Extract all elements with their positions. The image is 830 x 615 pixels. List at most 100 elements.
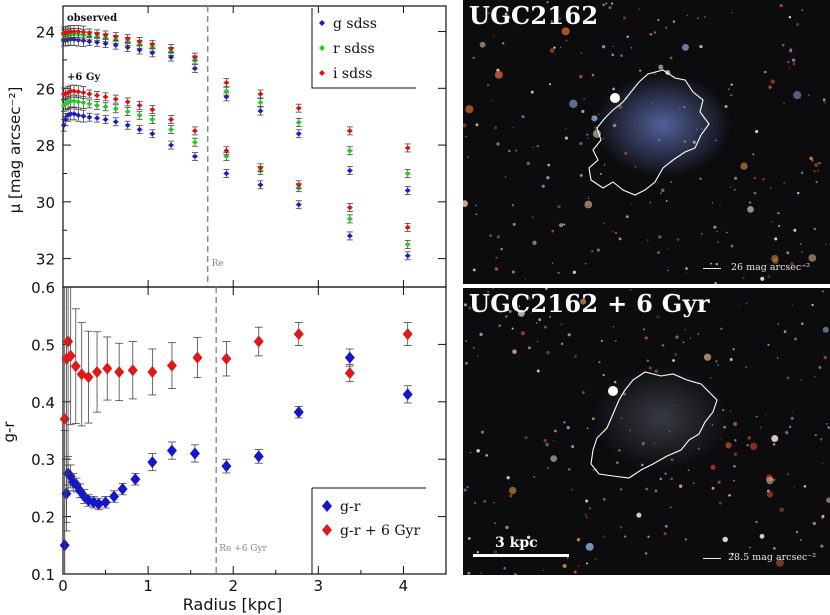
star: [561, 27, 570, 36]
star: [480, 572, 482, 574]
star: [545, 288, 548, 290]
star: [822, 98, 826, 102]
star: [530, 311, 533, 314]
star: [742, 276, 745, 280]
data-point: [295, 202, 302, 208]
star: [692, 482, 695, 485]
star: [541, 184, 545, 188]
star: [623, 16, 626, 20]
star: [543, 439, 547, 443]
data-point: [102, 32, 109, 38]
data-point: [94, 39, 101, 45]
data-point: [124, 108, 131, 115]
star: [504, 12, 508, 16]
star: [783, 182, 786, 185]
star: [776, 357, 779, 359]
star: [496, 235, 501, 239]
legend-marker-top: [319, 70, 325, 76]
star: [601, 44, 606, 49]
star: [696, 17, 699, 20]
star: [512, 270, 515, 274]
star: [801, 322, 804, 325]
star: [777, 224, 781, 227]
star: [644, 552, 648, 555]
star: [748, 201, 752, 204]
series-g-sdss-obs: [60, 32, 411, 195]
star: [566, 426, 570, 430]
data-point: [86, 91, 93, 97]
star: [553, 46, 556, 49]
galaxy-image-top: UGC2162 26 mag arcsec⁻²: [463, 0, 830, 284]
star: [749, 546, 751, 549]
star: [782, 102, 786, 105]
star: [505, 315, 508, 318]
data-point: [192, 351, 203, 364]
star: [573, 570, 577, 574]
top-plot-frame: [62, 5, 447, 288]
data-point: [102, 94, 109, 100]
data-point: [166, 444, 177, 457]
star: [508, 149, 511, 153]
star: [585, 542, 594, 551]
star: [586, 137, 589, 139]
star-field-bottom: [463, 288, 830, 575]
data-point: [149, 116, 156, 123]
star: [489, 234, 492, 237]
star: [786, 251, 790, 255]
star: [699, 44, 703, 49]
star: [463, 200, 468, 207]
star: [771, 435, 779, 443]
data-point: [191, 54, 198, 60]
star: [630, 47, 633, 49]
x-tick-label: 0: [58, 577, 68, 595]
y-tick-label-top: 26: [36, 80, 55, 98]
sb-line-bottom: [703, 558, 721, 559]
star: [661, 188, 665, 193]
star: [576, 538, 581, 542]
y-axis-label-top: μ [mag arcsec⁻²]: [6, 87, 24, 214]
star: [551, 262, 554, 264]
star: [800, 379, 802, 381]
data-point: [80, 29, 87, 35]
star: [566, 557, 569, 559]
star: [664, 472, 667, 475]
sb-label-top: 26 mag arcsec⁻²: [731, 262, 811, 273]
star: [596, 248, 600, 252]
data-point: [93, 497, 104, 510]
star: [773, 546, 776, 550]
star: [551, 229, 555, 233]
star: [762, 178, 765, 181]
star: [563, 421, 566, 424]
star: [618, 237, 622, 241]
star: [822, 326, 829, 333]
data-point: [75, 28, 82, 35]
galaxy-glow: [595, 73, 731, 177]
star: [777, 211, 780, 215]
star: [512, 349, 517, 354]
star: [493, 502, 495, 504]
star: [772, 442, 776, 446]
star: [733, 452, 738, 456]
star: [546, 176, 550, 180]
data-point: [112, 96, 119, 102]
star: [475, 213, 478, 216]
star: [675, 335, 679, 339]
re6-label: Re +6 Gyr: [219, 544, 267, 554]
star: [560, 342, 564, 346]
star: [475, 123, 479, 127]
star: [479, 332, 483, 337]
star: [783, 330, 787, 333]
y-tick-label-bottom: 0.1: [31, 566, 55, 584]
star: [579, 74, 583, 79]
star: [526, 535, 531, 539]
star: [550, 455, 558, 462]
legend-marker-bottom: [322, 524, 332, 536]
star: [492, 288, 494, 290]
star: [586, 562, 588, 565]
star: [759, 426, 762, 429]
star: [749, 442, 758, 451]
data-point: [293, 406, 304, 419]
data-point: [67, 88, 74, 94]
star: [774, 237, 778, 241]
star: [812, 521, 817, 526]
